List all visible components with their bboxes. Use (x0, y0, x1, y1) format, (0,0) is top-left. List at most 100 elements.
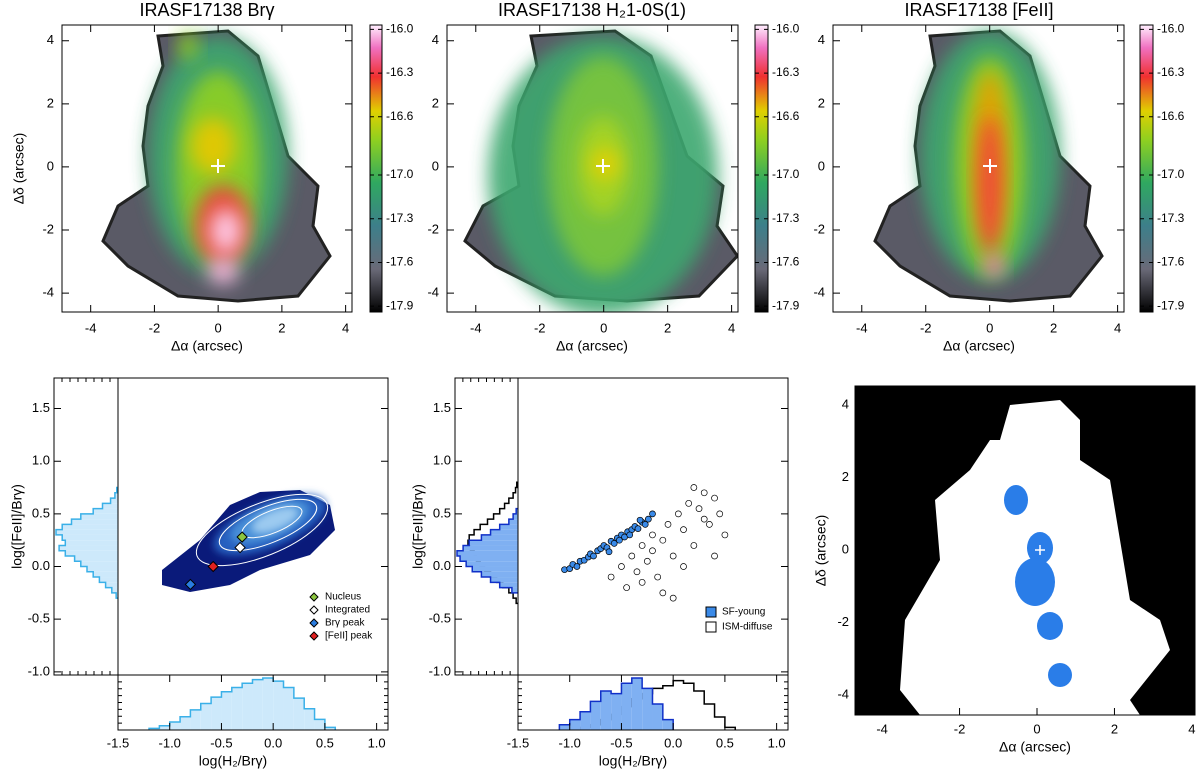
hist-outline (148, 677, 336, 730)
hist-bar (499, 524, 518, 530)
colorbar-label: -17.3 (772, 211, 800, 225)
map-image (463, 29, 738, 312)
colorbar-label: -17.0 (772, 167, 800, 181)
x-tick-label: 2 (1111, 721, 1118, 736)
y-tick-label: -2 (427, 221, 439, 236)
hist-bar (508, 519, 518, 525)
colorbar-label: -17.6 (386, 255, 414, 269)
x-tick-label: -1.0 (559, 735, 581, 750)
y-tick-label: 1.0 (32, 453, 50, 468)
hist-bar (611, 693, 622, 730)
hist-bar (490, 577, 518, 583)
colorbar-label: -16.6 (772, 109, 800, 123)
density-contour (218, 498, 318, 552)
colorbar-label: -17.6 (1157, 255, 1185, 269)
x-tick-label: 0.0 (264, 735, 282, 750)
sf-region (1004, 485, 1028, 515)
legend-marker (309, 605, 319, 615)
hist-bar (102, 503, 118, 509)
axes-frame (61, 24, 353, 313)
hist-bar (481, 534, 518, 541)
point (618, 563, 625, 570)
center-cross (983, 159, 997, 173)
emission-blob (591, 148, 619, 180)
emission-blob (178, 32, 198, 60)
y-tick-label: 0.0 (433, 558, 451, 573)
point (607, 573, 615, 581)
hist-bar (221, 691, 232, 730)
hist-bar (590, 701, 601, 730)
hist-bar (111, 587, 118, 593)
hist-bar (283, 687, 294, 730)
point (623, 584, 630, 591)
y-tick-label: 4 (818, 32, 825, 47)
y-tick-label: 0 (432, 158, 439, 173)
hist-bar (180, 716, 191, 730)
x-tick-label: -2 (954, 721, 966, 736)
x-tick-label: 4 (728, 320, 735, 335)
hist-bar (324, 727, 336, 730)
point (616, 536, 623, 544)
sf-region (1015, 558, 1055, 606)
hist-bar (569, 719, 581, 730)
point (638, 578, 646, 586)
colorbar-label: -16.0 (1157, 22, 1185, 36)
y-tick-label: -2 (42, 221, 54, 236)
x-tick-label: 0 (1033, 721, 1040, 736)
y-tick-label: 0.0 (32, 558, 50, 573)
hist-bar (505, 503, 518, 508)
x-tick-label: -4 (470, 320, 482, 335)
y-tick-label: -2 (813, 221, 825, 236)
emission-blob (191, 118, 235, 174)
hist-bar (469, 540, 518, 546)
hist-bar (490, 529, 518, 535)
hist-outline (456, 507, 518, 594)
y-tick-label: -1.0 (429, 663, 451, 678)
hist-bar (93, 571, 118, 578)
hist-bar (200, 703, 212, 730)
y-tick-label: 4 (47, 32, 54, 47)
hist-bar (71, 519, 118, 525)
x-tick-label: 0 (986, 320, 993, 335)
colorbar-label: -17.9 (1157, 298, 1185, 312)
hist-bar (65, 540, 118, 546)
hist-bar (65, 550, 118, 556)
y-tick-label: 1.0 (433, 453, 451, 468)
hist-bar (684, 683, 694, 730)
y-tick-label: 2 (47, 95, 54, 110)
y-tick-label: 0.5 (32, 505, 50, 520)
hist-bar (56, 529, 118, 535)
x-tick-label: 0 (600, 320, 607, 335)
hist-bar (159, 725, 170, 730)
hist-outline (558, 677, 674, 730)
x-tick-label: -0.5 (610, 735, 632, 750)
colorbar (1139, 24, 1154, 313)
point (605, 548, 613, 556)
point (674, 510, 682, 518)
hist-bar (472, 566, 518, 572)
point (680, 526, 687, 534)
hist-bar (262, 678, 274, 730)
colorbar-label: -17.3 (1157, 211, 1185, 225)
hist-bar (99, 577, 118, 583)
hist-bar (652, 704, 663, 730)
x-tick-label: 4 (1188, 721, 1195, 736)
x-axis-label: log(H₂/Brγ) (199, 753, 267, 769)
center-cross (211, 159, 225, 173)
point (685, 499, 693, 507)
legend-label: [FeII] peak (325, 631, 373, 642)
point (690, 542, 698, 549)
y-tick-label: 1.5 (32, 400, 50, 415)
x-tick-label: 4 (342, 320, 349, 335)
y-axis-label: Δδ (arcsec) (813, 515, 829, 587)
hist-bar (457, 550, 518, 556)
hist-bar (169, 722, 181, 730)
hist-bar (74, 555, 118, 562)
point (643, 557, 651, 565)
y-axis-label: Δδ (arcsec) (11, 133, 27, 205)
point (649, 531, 656, 539)
x-tick-label: -1.0 (159, 735, 181, 750)
point (636, 516, 644, 524)
legend-marker (705, 606, 717, 618)
point (711, 494, 718, 502)
